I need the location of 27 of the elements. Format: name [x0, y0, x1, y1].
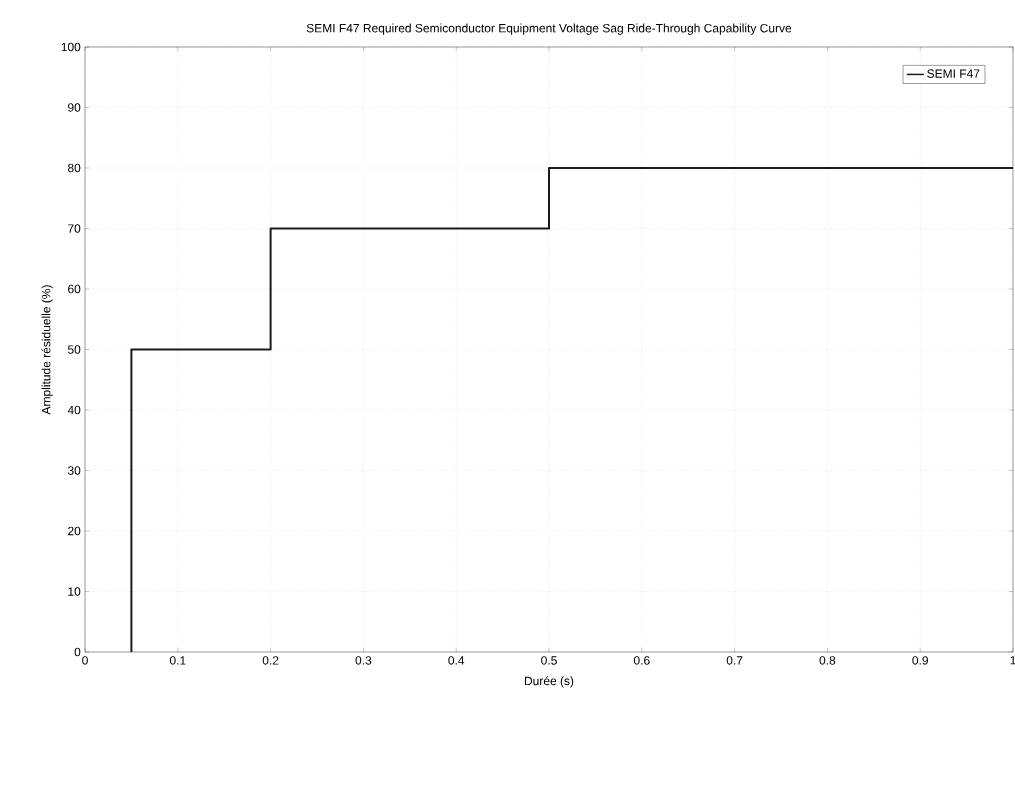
y-tick-label: 30 — [67, 466, 81, 475]
x-tick-label: 0.9 — [912, 656, 928, 665]
x-tick-label: 0.2 — [262, 656, 279, 665]
y-axis-title: Amplitude résiduelle (%) — [41, 285, 53, 415]
y-tick-label: 0 — [74, 647, 81, 657]
x-axis-title: Durée (s) — [524, 676, 574, 688]
x-tick-label: 0.8 — [819, 656, 836, 665]
line-series — [130, 166, 1014, 652]
legend-label: SEMI F47 — [927, 69, 980, 78]
x-tick-label: 0.5 — [541, 656, 557, 665]
y-tick-label: 90 — [68, 103, 81, 112]
x-tick-label: 1 — [1010, 656, 1015, 665]
x-tick-label: 0 — [82, 656, 88, 665]
y-tick-label: 100 — [61, 42, 81, 52]
y-tick-label: 50 — [67, 345, 81, 354]
x-tick-label: 0.7 — [726, 656, 743, 665]
y-tick-label: 70 — [68, 224, 81, 233]
x-tick-label: 0.4 — [448, 656, 465, 665]
chart-title: SEMI F47 Required Semiconductor Equipment Voltage Sag Ride-Through Capability Curve — [306, 23, 792, 35]
x-tick-label: 0.6 — [633, 656, 650, 665]
y-tick-label: 80 — [67, 163, 81, 173]
x-tick-label: 0.1 — [169, 656, 186, 665]
x-tick-label: 0.3 — [355, 656, 372, 665]
y-tick-label: 10 — [68, 587, 81, 596]
y-tick-label: 20 — [68, 526, 81, 536]
y-tick-label: 60 — [68, 284, 81, 294]
y-tick-label: 40 — [67, 405, 81, 415]
